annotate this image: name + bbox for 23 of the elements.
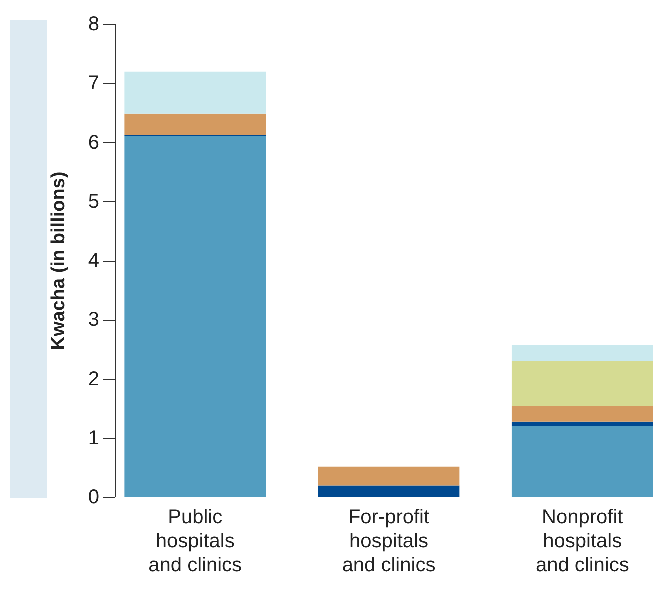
x-tick-label: Public hospitals and clinics <box>148 506 242 576</box>
y-tick-label: 0 <box>88 486 100 508</box>
y-tick-label: 2 <box>88 368 100 390</box>
y-tick-label: 5 <box>88 190 100 213</box>
y-axis-title: Kwacha (in billions) <box>48 172 70 350</box>
bar <box>512 406 654 422</box>
y-tick-label: 6 <box>88 132 100 154</box>
y-tick-label: 4 <box>88 250 100 272</box>
bar <box>318 466 460 486</box>
x-tick-label: For-profit hospitals and clinics <box>342 506 436 576</box>
bar <box>124 72 266 114</box>
bar <box>124 136 266 497</box>
bar <box>124 114 266 136</box>
y-tick-label: 1 <box>88 427 100 450</box>
bar <box>512 361 654 406</box>
bar <box>512 426 654 497</box>
y-tick-label: 3 <box>88 309 100 332</box>
y-tick-label: 7 <box>88 72 100 95</box>
bar <box>512 422 654 426</box>
x-tick-label: Nonprofit hospitals and clinics <box>536 506 630 576</box>
y-tick-label: 8 <box>88 14 100 36</box>
bar <box>512 345 654 362</box>
bar <box>318 486 460 497</box>
